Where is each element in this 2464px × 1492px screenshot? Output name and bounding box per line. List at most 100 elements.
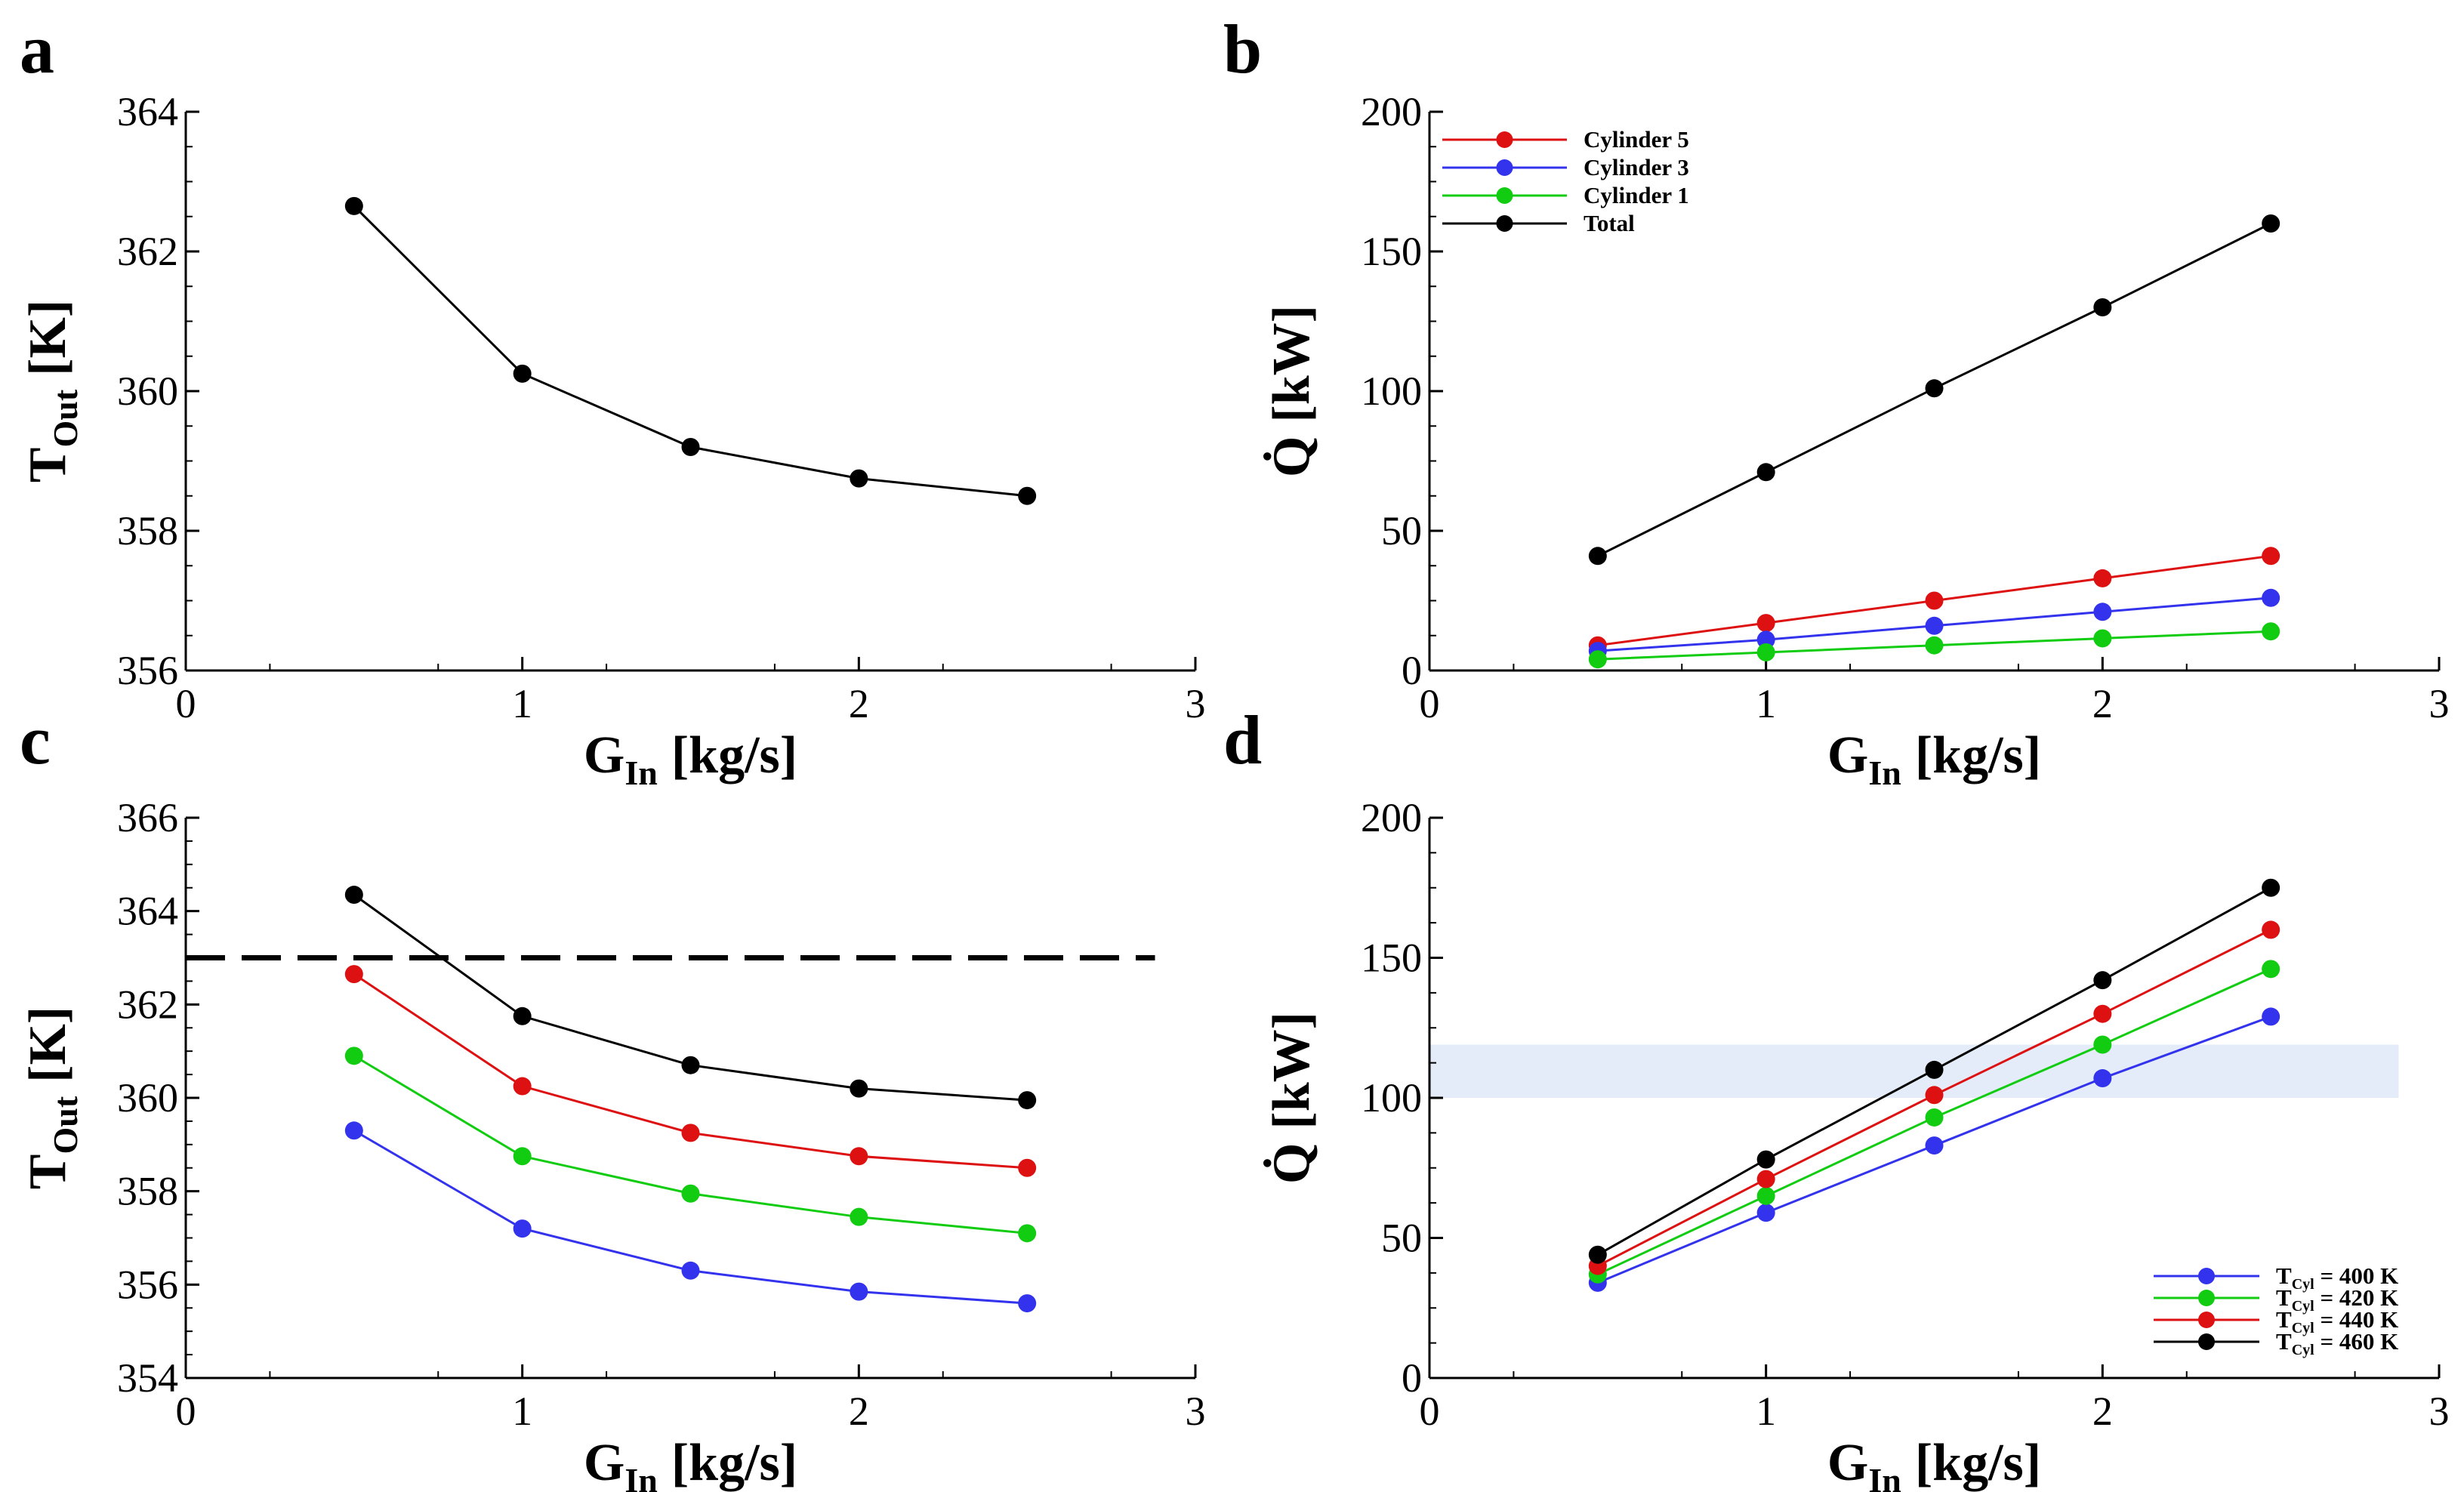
x-tick-label: 2	[2092, 681, 2113, 726]
y-tick-label: 200	[1361, 795, 1422, 840]
y-axis-symbol: Q̇	[1263, 436, 1321, 477]
data-point	[850, 1207, 868, 1226]
data-point	[2262, 214, 2281, 233]
x-tick-label: 2	[849, 1389, 869, 1434]
legend-label: Cylinder 5	[1584, 126, 1689, 153]
data-point	[513, 364, 532, 383]
panel-a: a 0 1 2 3 356 358 360 362 364 GIn [kg/s] TOut [K]	[19, 11, 1206, 792]
x-tick-label: 3	[1186, 1389, 1206, 1434]
y-tick-label: 358	[117, 508, 178, 553]
legend-label-suffix: = 440 K	[2314, 1306, 2399, 1333]
y-axis-label: Q̇ [kW]	[1263, 1012, 1321, 1184]
legend-label: TCyl = 440 K	[2276, 1306, 2398, 1336]
y-axis-unit: [kW]	[1263, 305, 1321, 423]
data-point	[1018, 1158, 1037, 1177]
data-point	[2093, 298, 2112, 316]
data-point	[1756, 614, 1775, 633]
x-axis-label: GIn [kg/s]	[1827, 1434, 2041, 1492]
y-axis-label: TOut [K]	[19, 1006, 85, 1189]
data-point	[2262, 960, 2281, 979]
legend-label-main: Total	[1584, 210, 1635, 236]
data-point	[1018, 1091, 1037, 1110]
data-point	[681, 1124, 700, 1142]
y-axis-subscript: Out	[46, 389, 85, 447]
x-axis-label: GIn [kg/s]	[1827, 726, 2041, 792]
legend-label-sub: Cyl	[2292, 1276, 2314, 1293]
data-point	[1588, 547, 1607, 566]
data-point	[1925, 591, 1944, 610]
data-point	[1588, 650, 1607, 669]
data-point	[681, 1184, 700, 1203]
legend-label-sub: Cyl	[2292, 1342, 2314, 1358]
legend-label: TCyl = 400 K	[2276, 1262, 2398, 1293]
y-tick-label: 0	[1402, 648, 1422, 693]
target-band	[1429, 1044, 2399, 1098]
legend-marker	[2198, 1312, 2215, 1328]
y-tick-label: 150	[1361, 229, 1422, 274]
y-tick-label: 366	[117, 795, 178, 840]
data-point	[1925, 1136, 1944, 1155]
y-axis-unit: [kW]	[1263, 1012, 1321, 1130]
x-axis-label: GIn [kg/s]	[584, 1434, 797, 1492]
legend-label-main: T	[2276, 1328, 2292, 1355]
x-axis-symbol: G	[1827, 1434, 1868, 1492]
x-tick-label: 0	[176, 1389, 196, 1434]
y-axis-symbol: Q̇	[1263, 1143, 1321, 1184]
data-point	[1756, 463, 1775, 482]
x-tick-label: 0	[176, 681, 196, 726]
legend-marker	[2198, 1268, 2215, 1284]
legend-label-main: Cylinder 5	[1584, 126, 1689, 153]
data-point	[681, 1056, 700, 1074]
legend-label-sub: Cyl	[2292, 1320, 2314, 1336]
x-tick-label: 2	[2092, 1389, 2113, 1434]
data-point	[1925, 1108, 1944, 1127]
legend-label: Cylinder 1	[1584, 182, 1689, 208]
data-point	[2262, 878, 2281, 897]
series-line	[353, 1055, 1028, 1235]
x-tick-label: 0	[1420, 1389, 1440, 1434]
legend-marker	[1496, 131, 1513, 148]
x-tick-label: 1	[512, 681, 532, 726]
x-axis-unit: [kg/s]	[1915, 726, 2041, 785]
data-point	[1925, 616, 1944, 635]
data-point	[344, 1047, 363, 1065]
y-axis-symbol: T	[19, 1154, 77, 1190]
panel-letter: a	[20, 11, 54, 88]
data-point	[1756, 643, 1775, 661]
x-tick-label: 1	[1756, 681, 1776, 726]
data-point	[2093, 1004, 2112, 1023]
x-axis-unit: [kg/s]	[671, 1434, 797, 1492]
y-tick-label: 100	[1361, 1075, 1422, 1121]
y-tick-label: 0	[1402, 1355, 1422, 1401]
legend-label-suffix: = 400 K	[2314, 1262, 2399, 1289]
x-tick-label: 3	[1186, 681, 1206, 726]
y-axis-symbol: T	[19, 448, 77, 483]
legend-label: TCyl = 420 K	[2276, 1284, 2398, 1315]
y-axis-label: Q̇ [kW]	[1263, 305, 1321, 477]
data-point	[1925, 1086, 1944, 1105]
legend-label-main: T	[2276, 1262, 2292, 1289]
data-point	[2262, 588, 2281, 607]
data-point	[1756, 1150, 1775, 1169]
y-tick-label: 50	[1381, 1216, 1422, 1261]
x-axis-symbol: G	[584, 1434, 624, 1492]
data-point	[344, 886, 363, 905]
y-tick-label: 354	[117, 1355, 178, 1401]
data-point	[850, 469, 868, 488]
data-point	[1756, 1170, 1775, 1188]
data-point	[1588, 1245, 1607, 1264]
legend-label: TCyl = 460 K	[2276, 1328, 2398, 1358]
data-point	[2262, 547, 2281, 566]
x-tick-label: 0	[1420, 681, 1440, 726]
y-axis-unit: [K]	[19, 300, 77, 376]
legend-label-main: T	[2276, 1306, 2292, 1333]
data-point	[2093, 1035, 2112, 1054]
data-point	[1756, 630, 1775, 649]
x-axis-unit: [kg/s]	[1915, 1434, 2041, 1492]
data-point	[344, 196, 363, 215]
y-tick-label: 362	[117, 229, 178, 274]
data-point	[681, 1261, 700, 1280]
